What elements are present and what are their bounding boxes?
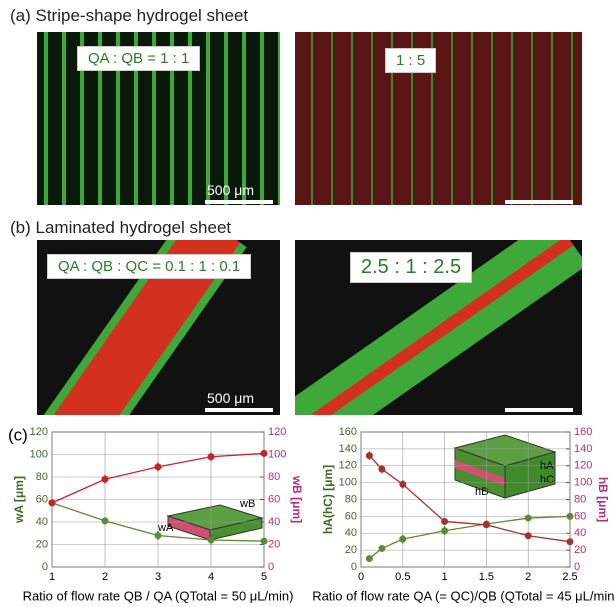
x-tick-label: 4 <box>208 571 214 583</box>
y2-tick-label: 100 <box>268 448 286 460</box>
x-axis-label: Ratio of flow rate QA (= QC)/QB (QTotal … <box>312 588 615 603</box>
data-point <box>567 513 574 520</box>
data-point <box>261 538 268 545</box>
y-tick-label: 80 <box>36 471 48 483</box>
x-tick-label: 3 <box>155 571 161 583</box>
y2-tick-label: 60 <box>268 493 280 505</box>
y-axis-label: wA [μm] <box>12 476 26 524</box>
y2-tick-label: 40 <box>268 516 280 528</box>
panel-label: (c) <box>8 425 28 444</box>
x-tick-label: 1 <box>49 571 55 583</box>
y2-tick-label: 160 <box>574 426 592 438</box>
y2-tick-label: 0 <box>268 561 274 573</box>
y2-tick-label: 20 <box>574 544 586 556</box>
x-tick-label: 1.5 <box>479 571 494 583</box>
data-point <box>525 532 532 539</box>
y2-tick-label: 20 <box>268 538 280 550</box>
y2-tick-label: 120 <box>574 460 592 472</box>
data-point <box>399 481 406 488</box>
y-tick-label: 80 <box>345 493 357 505</box>
data-point <box>378 466 385 473</box>
y-tick-label: 0 <box>351 561 357 573</box>
data-point <box>483 521 490 528</box>
data-point <box>399 536 406 543</box>
data-point <box>49 499 56 506</box>
y-tick-label: 140 <box>339 443 357 455</box>
data-point <box>525 515 532 522</box>
data-point <box>208 537 215 544</box>
data-point <box>567 538 574 545</box>
data-point <box>261 450 268 457</box>
inset-label: wA <box>157 522 174 534</box>
inset: hA hC hB <box>455 435 555 498</box>
y2-tick-label: 100 <box>574 477 592 489</box>
data-point <box>102 476 109 483</box>
y-tick-label: 40 <box>36 516 48 528</box>
x-tick-label: 1 <box>442 571 448 583</box>
y-tick-label: 40 <box>345 527 357 539</box>
y2-tick-label: 80 <box>268 471 280 483</box>
inset-label: hC <box>540 474 554 486</box>
x-tick-label: 0.5 <box>395 571 410 583</box>
data-point <box>366 555 373 562</box>
x-tick-label: 2 <box>525 571 531 583</box>
page: (a) Stripe-shape hydrogel sheet QA : QB … <box>0 0 615 607</box>
y-tick-label: 20 <box>345 544 357 556</box>
y-tick-label: 120 <box>30 426 48 438</box>
y2-tick-label: 140 <box>574 443 592 455</box>
data-point <box>155 532 162 539</box>
data-point <box>441 518 448 525</box>
y2-tick-label: 40 <box>574 527 586 539</box>
x-tick-label: 2 <box>102 571 108 583</box>
y-tick-label: 100 <box>30 448 48 460</box>
data-point <box>102 517 109 524</box>
inset: wA wB <box>157 498 262 540</box>
data-point <box>208 453 215 460</box>
y2-axis-label: hB [μm] <box>596 477 610 522</box>
x-axis-label: Ratio of flow rate QB / QA (QTotal = 50 … <box>23 588 294 603</box>
x-tick-label: 5 <box>261 571 267 583</box>
y-tick-label: 20 <box>36 538 48 550</box>
y2-tick-label: 120 <box>268 426 286 438</box>
y-tick-label: 100 <box>339 477 357 489</box>
y-tick-label: 0 <box>42 561 48 573</box>
y2-tick-label: 60 <box>574 510 586 522</box>
charts: (c) wA wB hA hC hB 020406080100120020406… <box>0 0 615 607</box>
x-tick-label: 2.5 <box>562 571 577 583</box>
data-point <box>155 463 162 470</box>
data-point <box>366 452 373 459</box>
data-point <box>441 527 448 534</box>
y-tick-label: 120 <box>339 460 357 472</box>
y2-tick-label: 80 <box>574 493 586 505</box>
y2-axis-label: wB [μm] <box>290 475 304 523</box>
y-tick-label: 160 <box>339 426 357 438</box>
y-tick-label: 60 <box>345 510 357 522</box>
x-tick-label: 0 <box>358 571 364 583</box>
y-axis-label: hA(hC) [μm] <box>321 465 335 534</box>
data-point <box>378 545 385 552</box>
y-tick-label: 60 <box>36 493 48 505</box>
